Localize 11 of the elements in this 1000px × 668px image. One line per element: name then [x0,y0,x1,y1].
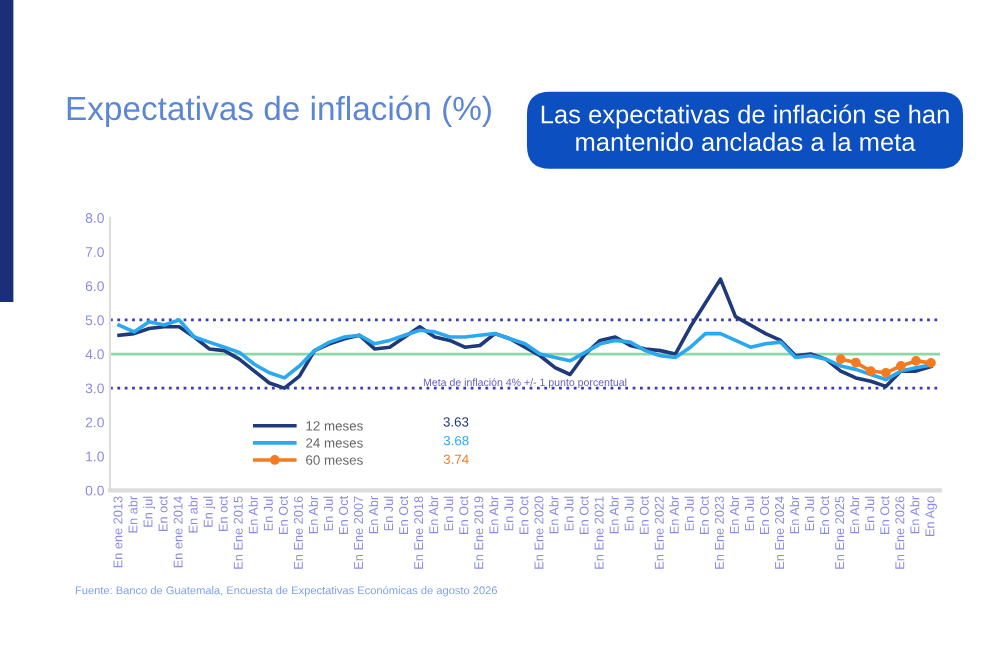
chart-title: Expectativas de inflación (%) [67,95,491,127]
point [911,355,921,366]
line-series [117,318,933,382]
point [835,354,846,365]
point [850,357,861,368]
point [865,366,876,376]
chart-subtitle: Las expectativas de inflación se han mantenido ancladas a la meta [541,104,949,152]
line-series [117,277,933,390]
point [881,367,891,378]
point [896,361,906,371]
point [926,358,936,368]
